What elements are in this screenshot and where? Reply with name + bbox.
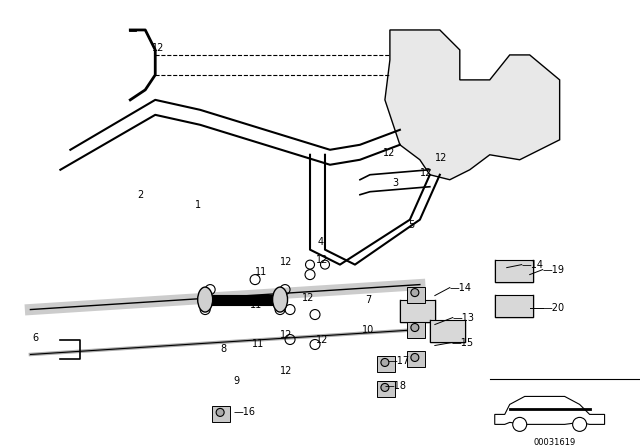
Text: —14: —14 <box>450 283 472 293</box>
Text: 3: 3 <box>392 178 398 188</box>
Text: 12: 12 <box>302 293 314 302</box>
Text: 12: 12 <box>435 153 447 163</box>
Text: —19: —19 <box>543 265 564 275</box>
Text: 12: 12 <box>316 254 328 265</box>
Ellipse shape <box>273 287 287 312</box>
Circle shape <box>411 289 419 297</box>
Text: —16: —16 <box>233 407 255 418</box>
Text: 1: 1 <box>195 200 202 210</box>
Text: 9: 9 <box>233 376 239 387</box>
Text: 11: 11 <box>252 340 264 349</box>
Bar <box>377 381 395 397</box>
Text: 12: 12 <box>316 335 328 345</box>
Text: 12: 12 <box>420 168 432 178</box>
Bar <box>430 319 465 341</box>
Text: 00031619: 00031619 <box>534 438 576 447</box>
Bar <box>407 322 425 337</box>
Circle shape <box>573 418 587 431</box>
Text: 12: 12 <box>383 148 396 158</box>
Text: 2: 2 <box>137 190 143 200</box>
Circle shape <box>381 383 389 392</box>
Text: 8: 8 <box>220 345 227 354</box>
Text: 12: 12 <box>280 366 292 376</box>
Polygon shape <box>385 30 559 180</box>
Text: —14: —14 <box>522 259 544 270</box>
Text: 10: 10 <box>362 324 374 335</box>
Polygon shape <box>495 396 605 424</box>
Text: 5: 5 <box>408 220 414 230</box>
Text: —18: —18 <box>385 381 407 392</box>
Ellipse shape <box>198 287 212 312</box>
Bar <box>400 300 435 322</box>
Circle shape <box>381 358 389 366</box>
Circle shape <box>411 353 419 362</box>
Text: —15: —15 <box>452 337 474 348</box>
Circle shape <box>513 418 527 431</box>
Text: 12: 12 <box>152 43 164 53</box>
Text: 12: 12 <box>280 257 292 267</box>
Circle shape <box>411 323 419 332</box>
Text: 11: 11 <box>250 300 262 310</box>
Bar <box>407 287 425 302</box>
Text: —20: —20 <box>543 302 565 313</box>
Text: 11: 11 <box>255 267 268 276</box>
Text: —17: —17 <box>388 357 410 366</box>
Text: 12: 12 <box>280 330 292 340</box>
Bar <box>407 352 425 367</box>
Circle shape <box>216 409 224 416</box>
Bar <box>495 260 532 282</box>
Text: 4: 4 <box>318 237 324 247</box>
Bar <box>212 406 230 422</box>
Text: 6: 6 <box>33 332 38 343</box>
Bar <box>377 357 395 372</box>
Text: 7: 7 <box>365 295 371 305</box>
Bar <box>495 295 532 317</box>
Text: —13: —13 <box>453 313 475 323</box>
